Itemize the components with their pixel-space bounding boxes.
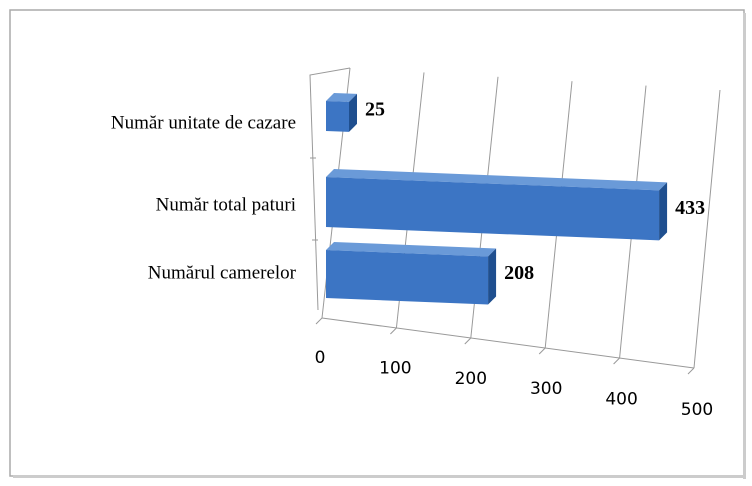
grid-line (693, 89, 721, 369)
bar-side (488, 248, 497, 305)
tick-mark (687, 367, 695, 375)
bar (326, 177, 660, 241)
wall (309, 67, 351, 311)
tick-mark (464, 337, 472, 345)
bar-top (326, 242, 497, 257)
tick-mark (538, 347, 546, 355)
data-label: 25 (365, 99, 385, 121)
frame (9, 9, 745, 477)
bar-side (659, 182, 668, 241)
frame-shadow (13, 475, 746, 478)
data-label: 208 (504, 262, 534, 284)
x-tick-label: 300 (530, 379, 562, 399)
x-axis (321, 317, 695, 369)
frame-shadow (743, 13, 746, 479)
y-tick-label: Număr total paturi (156, 194, 296, 215)
y-tick-label: Numărul camerelor (148, 262, 297, 283)
x-tick-label: 200 (455, 369, 487, 389)
bar-side (349, 93, 357, 132)
x-tick-label: 500 (681, 400, 713, 420)
y-tick-label: Număr unitate de cazare (111, 112, 296, 133)
tick-mark (315, 317, 323, 325)
bar (326, 250, 489, 305)
x-tick-label: 400 (605, 390, 637, 410)
tick-mark (613, 357, 620, 365)
bar-top (326, 93, 357, 102)
tick-mark (390, 327, 397, 335)
data-label: 433 (675, 197, 705, 219)
bar (326, 101, 349, 132)
bar-top (326, 169, 668, 191)
x-tick-label: 100 (379, 358, 411, 378)
x-tick-label: 0 (315, 348, 326, 368)
